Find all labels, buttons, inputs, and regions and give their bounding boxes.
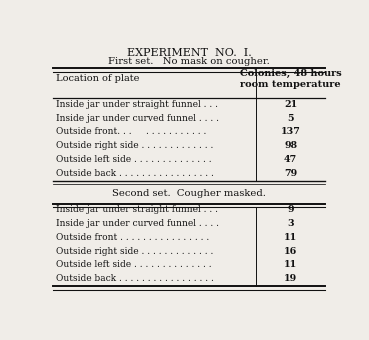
Text: EXPERIMENT  NO.  I.: EXPERIMENT NO. I.	[127, 48, 252, 58]
Text: 5: 5	[287, 114, 294, 122]
Text: 11: 11	[284, 233, 297, 242]
Text: 9: 9	[287, 205, 294, 214]
Text: Inside jar under curved funnel . . . .: Inside jar under curved funnel . . . .	[56, 114, 219, 122]
Text: Colonies, 48 hours
room temperature: Colonies, 48 hours room temperature	[240, 69, 341, 89]
Text: Outside front . . . . . . . . . . . . . . . .: Outside front . . . . . . . . . . . . . …	[56, 233, 209, 242]
Text: 16: 16	[284, 246, 297, 256]
Text: 137: 137	[281, 128, 301, 136]
Text: First set.   No mask on cougher.: First set. No mask on cougher.	[108, 57, 270, 66]
Text: 79: 79	[284, 169, 297, 178]
Text: 98: 98	[284, 141, 297, 150]
Text: Outside back . . . . . . . . . . . . . . . . .: Outside back . . . . . . . . . . . . . .…	[56, 274, 214, 283]
Text: Outside back . . . . . . . . . . . . . . . . .: Outside back . . . . . . . . . . . . . .…	[56, 169, 214, 178]
Text: 11: 11	[284, 260, 297, 269]
Text: Location of plate: Location of plate	[56, 74, 139, 83]
Text: 3: 3	[287, 219, 294, 228]
Text: Outside front. . .     . . . . . . . . . . .: Outside front. . . . . . . . . . . . . .	[56, 128, 207, 136]
Text: Inside jar under straight funnel . . .: Inside jar under straight funnel . . .	[56, 205, 218, 214]
Text: Outside right side . . . . . . . . . . . . .: Outside right side . . . . . . . . . . .…	[56, 141, 214, 150]
Text: 21: 21	[284, 100, 297, 109]
Text: Outside left side . . . . . . . . . . . . . .: Outside left side . . . . . . . . . . . …	[56, 155, 212, 164]
Text: Second set.  Cougher masked.: Second set. Cougher masked.	[112, 189, 266, 198]
Text: Outside left side . . . . . . . . . . . . . .: Outside left side . . . . . . . . . . . …	[56, 260, 212, 269]
Text: 19: 19	[284, 274, 297, 283]
Text: 47: 47	[284, 155, 297, 164]
Text: Outside right side . . . . . . . . . . . . .: Outside right side . . . . . . . . . . .…	[56, 246, 214, 256]
Text: Inside jar under straight funnel . . .: Inside jar under straight funnel . . .	[56, 100, 218, 109]
Text: Inside jar under curved funnel . . . .: Inside jar under curved funnel . . . .	[56, 219, 219, 228]
